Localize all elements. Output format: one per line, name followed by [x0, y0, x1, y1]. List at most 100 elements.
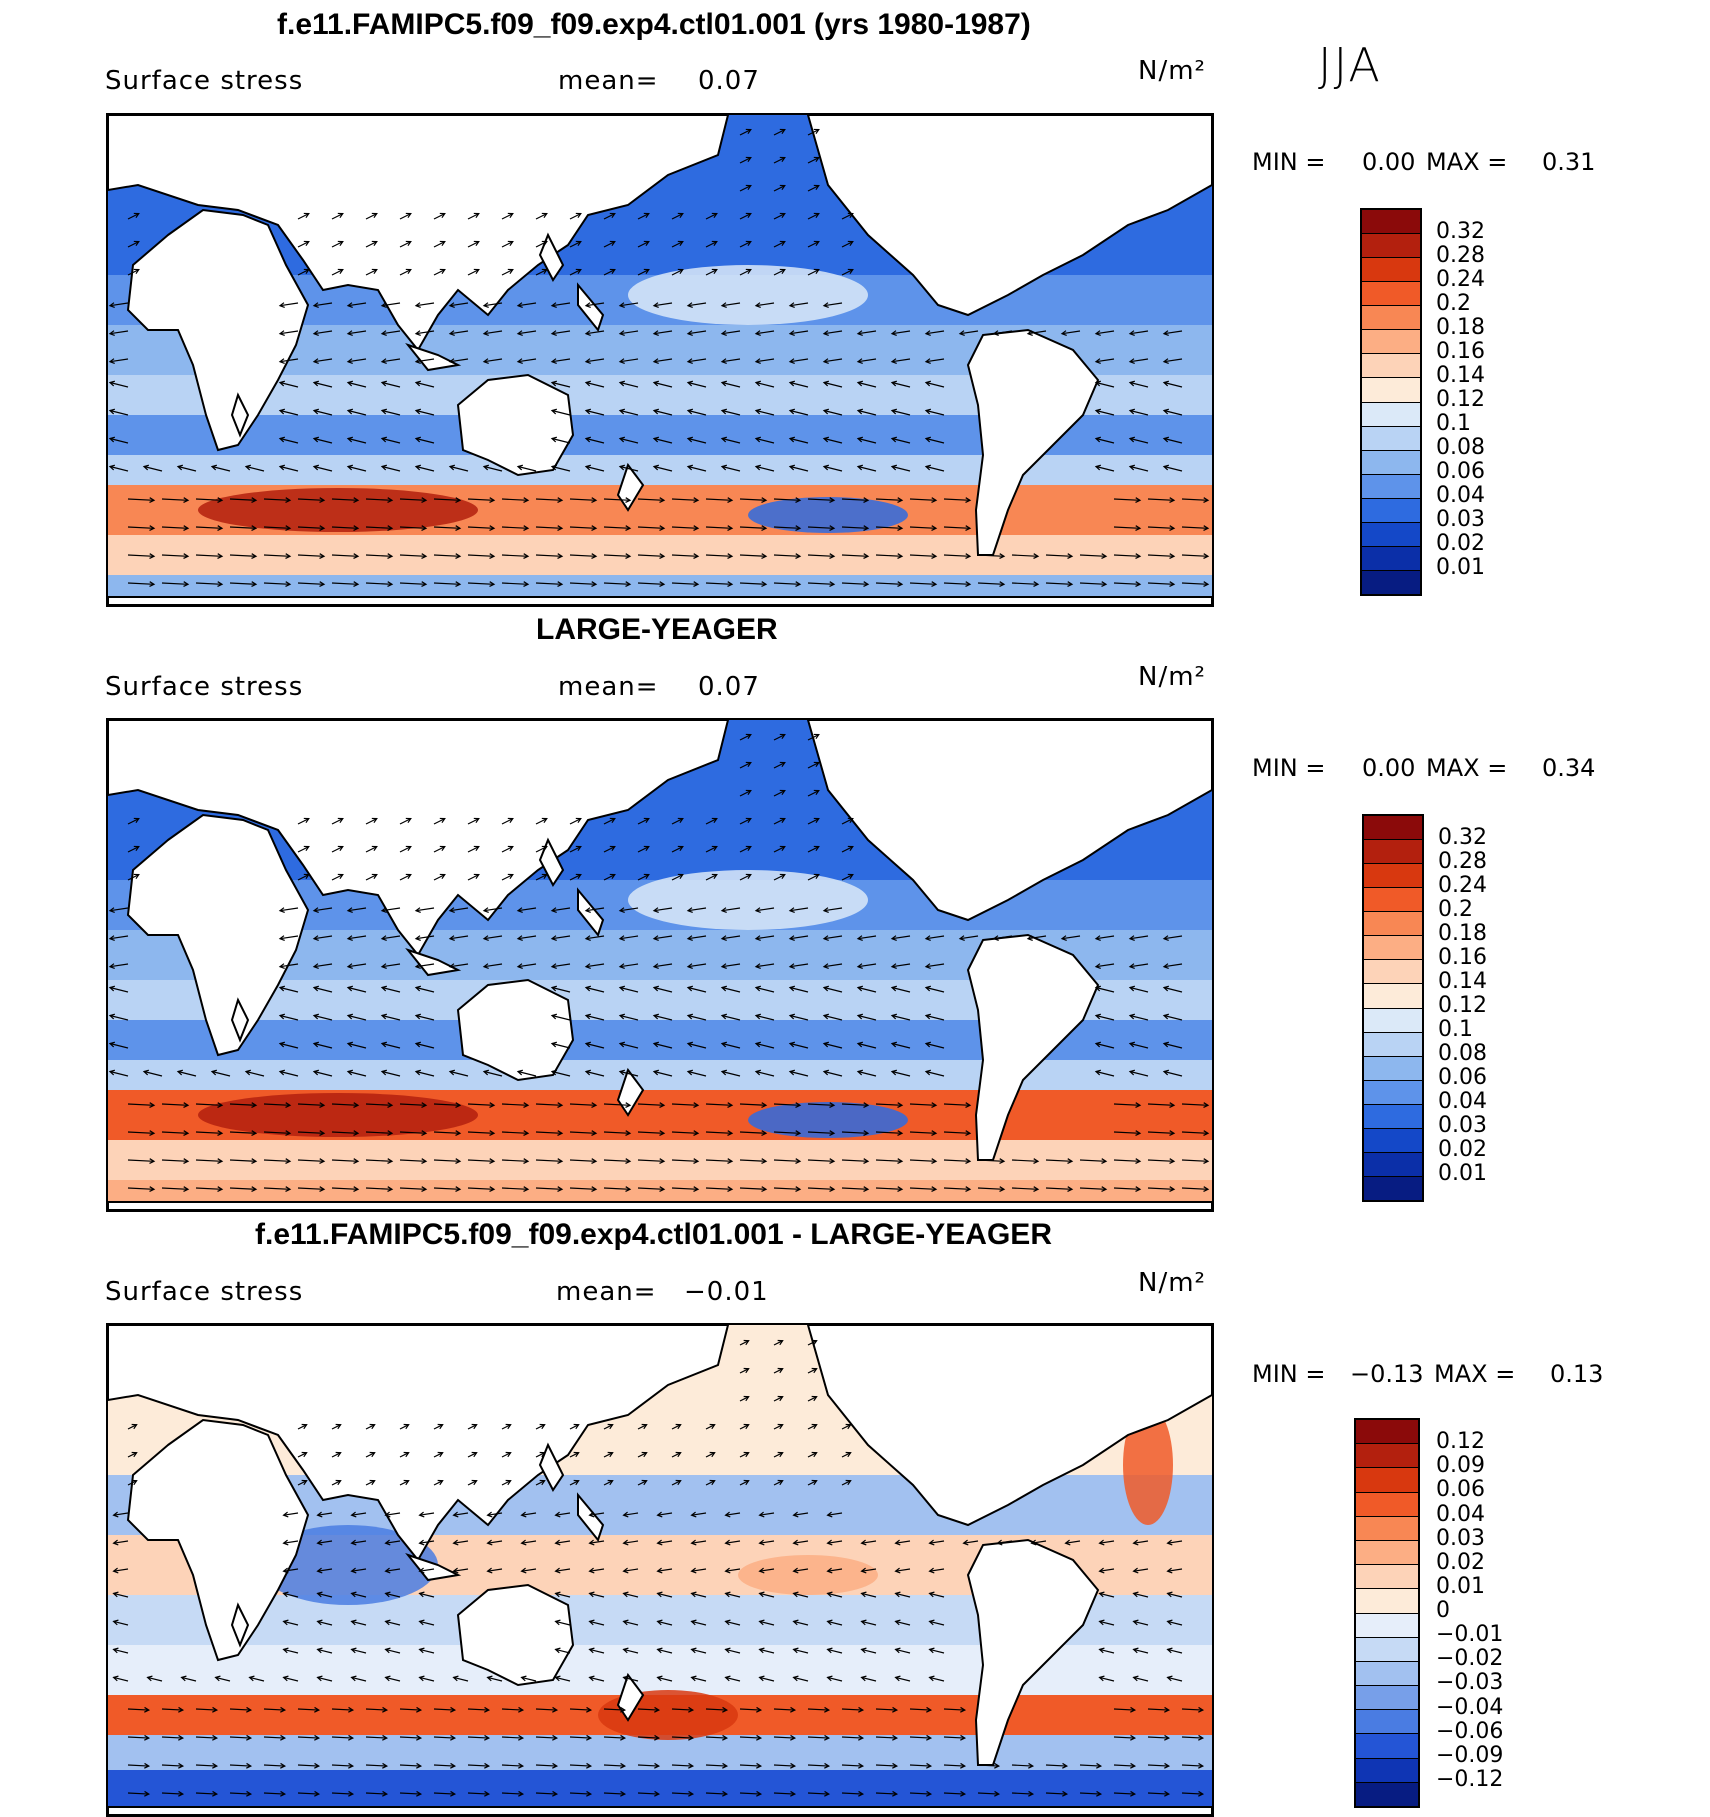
- wind-arrow-head: [795, 497, 802, 504]
- wind-arrow-head: [659, 1102, 666, 1109]
- wind-arrow: [827, 1540, 843, 1544]
- wind-arrow: [671, 526, 699, 529]
- wind-arrow: [637, 1103, 665, 1106]
- colorbar-tick-label: 0.03: [1436, 1525, 1485, 1551]
- wind-arrow: [161, 1131, 189, 1134]
- wind-arrow-head: [618, 302, 625, 308]
- wind-arrow: [773, 1159, 801, 1162]
- wind-arrow-head: [149, 553, 156, 560]
- wind-arrow-head: [1128, 1041, 1135, 1048]
- colorbar-tick-label: 0.14: [1436, 363, 1485, 388]
- wind-arrow-head: [724, 1675, 731, 1682]
- wind-arrow: [467, 1708, 489, 1711]
- wind-arrow-head: [541, 240, 548, 247]
- wind-arrow: [861, 1592, 877, 1598]
- wind-arrow: [127, 1159, 155, 1162]
- wind-arrow-head: [346, 985, 353, 992]
- wind-arrow: [875, 1764, 897, 1767]
- wind-arrow-head: [811, 1395, 818, 1402]
- wind-arrow: [1065, 1540, 1081, 1544]
- wind-vectors: [112, 1339, 1205, 1797]
- wind-arrow: [555, 1648, 571, 1654]
- wind-arrow: [229, 582, 257, 585]
- wind-arrow-head: [282, 1675, 289, 1682]
- wind-arrow: [891, 1042, 911, 1049]
- wind-arrow: [347, 330, 367, 335]
- wind-arrow: [1147, 526, 1175, 529]
- wind-arrow: [263, 1792, 285, 1795]
- wind-arrow: [399, 1424, 409, 1430]
- wind-arrow-head: [788, 1013, 795, 1020]
- wind-arrow-head: [1169, 525, 1176, 532]
- wind-arrow-head: [690, 1539, 697, 1546]
- wind-arrow-head: [584, 907, 591, 913]
- wind-arrow: [399, 1131, 427, 1134]
- wind-arrow-head: [439, 873, 446, 880]
- wind-arrow-head: [303, 873, 310, 880]
- wind-arrow: [1113, 498, 1141, 501]
- wind-arrow: [127, 1736, 149, 1739]
- wind-arrow: [909, 1131, 937, 1134]
- season-label: JJA: [1318, 38, 1382, 92]
- colorbar-swatch: [1356, 1492, 1418, 1517]
- wind-arrow: [637, 1480, 647, 1486]
- wind-arrow-head: [618, 358, 625, 364]
- wind-arrow-head: [214, 1675, 221, 1682]
- wind-arrow-head: [251, 525, 258, 532]
- wind-arrow-head: [405, 845, 412, 852]
- wind-arrow-head: [523, 497, 530, 504]
- wind-arrow: [943, 554, 971, 557]
- wind-arrow: [891, 1014, 911, 1021]
- wind-arrow-head: [856, 464, 863, 471]
- wind-arrow-head: [1169, 553, 1176, 560]
- wind-arrow-head: [489, 1130, 496, 1137]
- wind-arrow-head: [711, 212, 718, 219]
- wind-arrow: [521, 1676, 537, 1682]
- wind-arrow: [331, 241, 344, 248]
- wind-arrow: [721, 963, 741, 968]
- wind-arrow: [161, 554, 189, 557]
- wind-arrow: [449, 330, 469, 335]
- wind-arrow-head: [1162, 985, 1169, 992]
- wind-arrow-head: [860, 1619, 867, 1626]
- wind-arrow-head: [437, 1479, 444, 1486]
- wind-arrow-head: [1169, 581, 1176, 588]
- wind-arrow-head: [890, 1069, 897, 1076]
- wind-arrow: [535, 554, 563, 557]
- wind-arrow: [603, 269, 616, 276]
- wind-arrow-head: [1135, 1158, 1142, 1165]
- wind-arrow-head: [761, 1130, 768, 1137]
- panel-3-colorbar-labels: 0.12 0.09 0.06 0.04 0.03 0.02 0.01 0 −0.01 −0.02−…: [1436, 1418, 1526, 1804]
- wind-arrow-head: [897, 553, 904, 560]
- wind-arrow-head: [709, 1479, 716, 1486]
- wind-arrow-head: [811, 1339, 818, 1346]
- wind-arrow: [589, 1592, 605, 1598]
- wind-arrow: [623, 1540, 639, 1544]
- wind-arrow: [1011, 1187, 1039, 1190]
- wind-arrow-head: [926, 1706, 933, 1713]
- wind-arrow: [313, 907, 333, 912]
- wind-arrow: [399, 1103, 427, 1106]
- wind-arrow: [671, 1159, 699, 1162]
- wind-arrow: [773, 213, 786, 220]
- land-mass: [456, 1583, 575, 1687]
- wind-arrow: [657, 1592, 673, 1598]
- wind-arrow-head: [455, 525, 462, 532]
- wind-arrow-head: [754, 302, 761, 308]
- wind-arrow-head: [217, 497, 224, 504]
- wind-arrow: [857, 358, 877, 363]
- wind-arrow-head: [622, 1511, 629, 1518]
- colorbar-swatch: [1362, 498, 1420, 523]
- wind-arrow: [535, 1103, 563, 1106]
- wind-arrow-head: [550, 1069, 557, 1076]
- wind-arrow: [399, 241, 412, 248]
- wind-arrow-head: [557, 1102, 564, 1109]
- wind-arrow-head: [795, 553, 802, 560]
- wind-arrow: [195, 498, 223, 501]
- wind-arrow: [211, 465, 231, 472]
- wind-arrow-head: [1162, 464, 1169, 471]
- wind-arrow: [773, 1396, 783, 1402]
- wind-arrow-head: [788, 380, 795, 387]
- wind-arrow: [619, 437, 639, 444]
- wind-arrow-head: [813, 240, 820, 247]
